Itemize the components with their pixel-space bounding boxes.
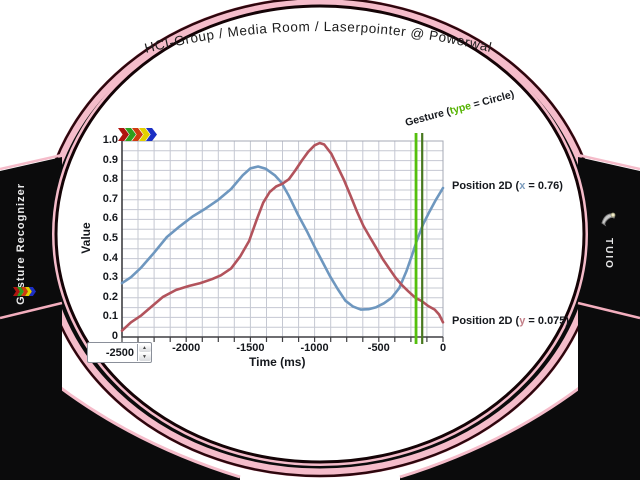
series-position-2d-y	[120, 141, 445, 332]
x-tick-label: -1000	[300, 342, 329, 354]
left-wing-top-stripe	[0, 153, 63, 171]
gesture-marker-lines	[414, 133, 424, 344]
y-tick-label: 0.6	[102, 212, 118, 225]
left-wing-mid-stripe	[0, 301, 63, 320]
chevron	[139, 128, 150, 141]
position-x-prefix: Position 2D (	[452, 180, 520, 192]
left-wing	[0, 157, 62, 480]
chevron	[132, 128, 143, 141]
right-panel-title: TUIO	[603, 238, 614, 270]
x-tick-label: -500	[367, 342, 390, 354]
y-tick-label: 0	[111, 330, 118, 342]
chevron	[118, 128, 129, 141]
right-wing	[578, 157, 640, 480]
x-axis-title: Time (ms)	[249, 355, 306, 369]
right-wing-top-stripe	[577, 153, 640, 171]
y-tick-label: 0.3	[102, 271, 118, 284]
tuio-icon	[601, 212, 616, 227]
y-tick-label: 0.7	[102, 192, 118, 205]
chevron-arrows-icon	[118, 128, 157, 141]
right-wing-mid-stripe	[577, 301, 640, 320]
spinner-up-icon[interactable]: ▲	[138, 344, 151, 352]
y-tick-label: 0.1	[102, 310, 118, 323]
position-y-annotation: Position 2D (y = 0.075)	[452, 315, 569, 327]
axis-ticks	[121, 337, 444, 342]
x-tick-label: -1500	[236, 342, 265, 354]
position-y-key: y	[519, 315, 526, 327]
y-tick-label: 0.8	[102, 173, 118, 186]
position-y-prefix: Position 2D (	[452, 315, 520, 327]
chevron	[21, 287, 28, 296]
x-tick-label: 0	[439, 342, 447, 354]
position-x-suffix: = 0.76)	[525, 180, 563, 192]
series-position-2d-x	[120, 165, 445, 311]
x-tick-label: -2000	[172, 342, 201, 354]
position-x-annotation: Position 2D (x = 0.76)	[452, 180, 563, 192]
chevron	[146, 128, 157, 141]
time-window-spinner[interactable]: -2500 ▲ ▼	[87, 342, 152, 363]
y-tick-label: 1.0	[102, 134, 118, 146]
spinner-buttons: ▲ ▼	[137, 344, 151, 361]
chevron	[17, 287, 24, 296]
time-window-value[interactable]: -2500	[105, 346, 134, 359]
y-tick-label: 0.2	[102, 290, 118, 303]
y-tick-label: 0.4	[102, 251, 118, 264]
data-series	[120, 141, 445, 332]
grid-lines	[121, 140, 444, 338]
chevron	[125, 128, 136, 141]
chart-area: 1.0 0.9 0.8 0.7 0.6 0.5 0.4 0.3 0.2 0.1 0 -2000 -15…	[85, 125, 485, 375]
chevron	[29, 287, 36, 296]
gesture-recognizer-app-icon	[13, 287, 36, 296]
y-tick-label: 0.9	[102, 153, 118, 166]
chart-plot	[120, 133, 445, 344]
y-axis-title: Value	[79, 222, 93, 254]
position-x-key: x	[519, 180, 526, 192]
chevron	[13, 287, 20, 296]
spinner-down-icon[interactable]: ▼	[138, 353, 151, 361]
position-y-suffix: = 0.075)	[525, 315, 570, 327]
chevron	[25, 287, 32, 296]
y-tick-label: 0.5	[102, 232, 118, 244]
